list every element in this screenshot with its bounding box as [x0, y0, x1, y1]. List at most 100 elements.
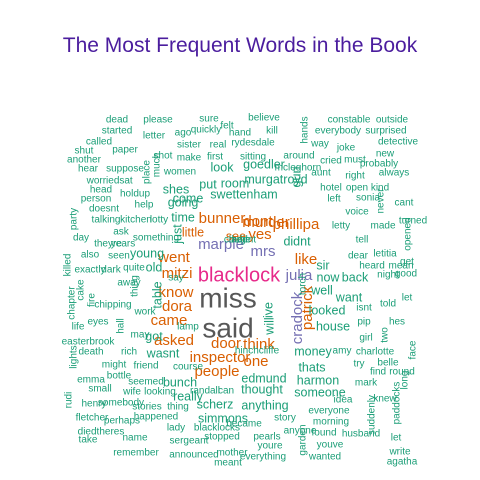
word-let: let — [402, 293, 413, 304]
word-quickly: quickly — [191, 125, 222, 136]
word-course: course — [173, 362, 203, 373]
word-way: way — [310, 139, 329, 150]
word-hall: hall — [116, 318, 127, 334]
word-anyone: anyone — [284, 426, 317, 437]
word-opened: opened — [403, 217, 414, 250]
word-joke: joke — [336, 143, 356, 154]
word-sat: sat — [119, 176, 133, 187]
word-two: two — [380, 327, 391, 343]
word-table: table — [150, 281, 164, 308]
word-yes: yes — [248, 226, 271, 243]
word-shot: shot — [154, 151, 173, 162]
word-years: years — [111, 239, 135, 250]
word-make: make — [177, 153, 202, 164]
word-going: going — [168, 195, 199, 209]
word-announced: announced — [169, 450, 219, 461]
word-eyes: eyes — [87, 317, 108, 328]
word-letter: letter — [143, 131, 166, 142]
word-surprised: surprised — [365, 126, 406, 137]
word-look: look — [211, 160, 235, 174]
word-heard: heard — [359, 261, 385, 272]
word-bunner: bunner — [199, 210, 246, 227]
word-rydesdale: rydesdale — [231, 138, 275, 149]
word-felt: felt — [220, 121, 234, 132]
word-believe: believe — [248, 113, 280, 124]
word-letty: letty — [332, 221, 350, 232]
word-talking: talking — [92, 215, 121, 226]
word-might: might — [102, 360, 127, 371]
word-someone: someone — [294, 385, 345, 399]
word-husband: husband — [342, 429, 380, 440]
word-something: something — [133, 233, 179, 244]
word-bunch: bunch — [163, 375, 197, 389]
word-miss: miss — [199, 282, 257, 313]
word-good: good — [395, 269, 417, 280]
word-looked: looked — [309, 303, 346, 317]
word-long: long — [400, 371, 411, 390]
word-hotel: hotel — [320, 183, 342, 194]
word-sitting: sitting — [240, 152, 266, 163]
word-told: told — [380, 299, 396, 310]
word-harmon: harmon — [297, 373, 339, 387]
word-find: find — [370, 367, 386, 378]
word-see: see — [226, 229, 246, 243]
word-wanted: wanted — [308, 452, 341, 463]
word-kitchen: kitchen — [120, 215, 152, 226]
word-right: right — [345, 171, 365, 182]
word-first: first — [207, 152, 223, 163]
word-help: help — [135, 200, 154, 211]
word-rudi: rudi — [64, 392, 75, 409]
word-knew: knew — [373, 394, 397, 405]
word-perhaps: perhaps — [104, 416, 140, 427]
word-hair: hair — [232, 235, 249, 246]
word-doesnt: doesnt — [89, 204, 119, 215]
word-mean: mean — [388, 261, 413, 272]
word-patrick: patrick — [299, 285, 316, 330]
word-youve: youve — [317, 440, 344, 451]
word-lights: lights — [69, 345, 80, 368]
word-emma: emma — [77, 375, 105, 386]
word-went: went — [157, 249, 191, 266]
word-theyre: theyre — [94, 239, 122, 250]
word-turned: turned — [399, 216, 427, 227]
word-cake: cake — [76, 279, 87, 301]
word-must: must — [344, 155, 366, 166]
word-letitia: letitia — [373, 249, 397, 260]
word-may: may — [131, 330, 150, 341]
word-garden: garden — [298, 424, 309, 455]
word-sergeant: sergeant — [170, 436, 209, 447]
word-open: open — [346, 183, 368, 194]
word-can: can — [218, 386, 234, 397]
word-story: story — [274, 413, 296, 424]
word-phillipa: phillipa — [273, 216, 320, 233]
word-torch: torch — [298, 273, 309, 295]
word-said: said — [202, 312, 253, 343]
word-never: never — [376, 188, 387, 214]
word-everyone: everyone — [308, 406, 350, 417]
word-friend: friend — [133, 361, 158, 372]
word-somebody: somebody — [98, 398, 144, 409]
word-young: young — [130, 246, 164, 260]
word-girl: girl — [359, 333, 372, 344]
word-bottle: bottle — [107, 371, 132, 382]
word-much: much — [152, 153, 163, 177]
word-blacklocks: blacklocks — [194, 423, 240, 434]
word-put: put — [199, 177, 217, 191]
word-night: night — [377, 270, 399, 281]
word-death: death — [78, 347, 103, 358]
word-mark: mark — [355, 378, 378, 389]
word-hinchcliffe: hinchcliffe — [235, 346, 280, 357]
word-remember: remember — [113, 448, 159, 459]
word-randall: randall — [190, 386, 220, 397]
word-like: like — [295, 251, 318, 268]
word-easterbrook: easterbrook — [62, 337, 116, 348]
word-didnt: didnt — [283, 234, 311, 248]
word-youre: youre — [257, 441, 282, 452]
word-thing: thing — [167, 402, 189, 413]
word-called: called — [86, 137, 112, 148]
word-exactly: exactly — [74, 265, 105, 276]
word-around: around — [283, 151, 314, 162]
word-let: let — [391, 433, 402, 444]
word-round: round — [389, 367, 415, 378]
